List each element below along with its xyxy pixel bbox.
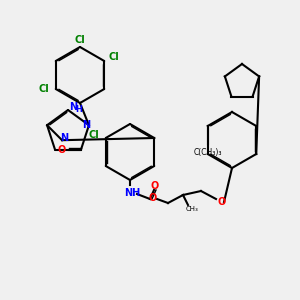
Text: N: N	[60, 133, 68, 143]
Text: CH₃: CH₃	[186, 206, 198, 212]
Text: NH: NH	[124, 188, 140, 198]
Text: N: N	[69, 102, 77, 112]
Text: O: O	[151, 181, 159, 191]
Text: O: O	[149, 193, 157, 203]
Text: Cl: Cl	[75, 35, 86, 45]
Text: Cl: Cl	[109, 52, 120, 62]
Text: O: O	[58, 145, 66, 155]
Text: Cl: Cl	[38, 84, 49, 94]
Text: N: N	[82, 120, 90, 130]
Text: H: H	[76, 104, 82, 113]
Text: Cl: Cl	[88, 130, 99, 140]
Text: O: O	[218, 197, 226, 207]
Text: C(CH₃)₃: C(CH₃)₃	[194, 148, 222, 157]
